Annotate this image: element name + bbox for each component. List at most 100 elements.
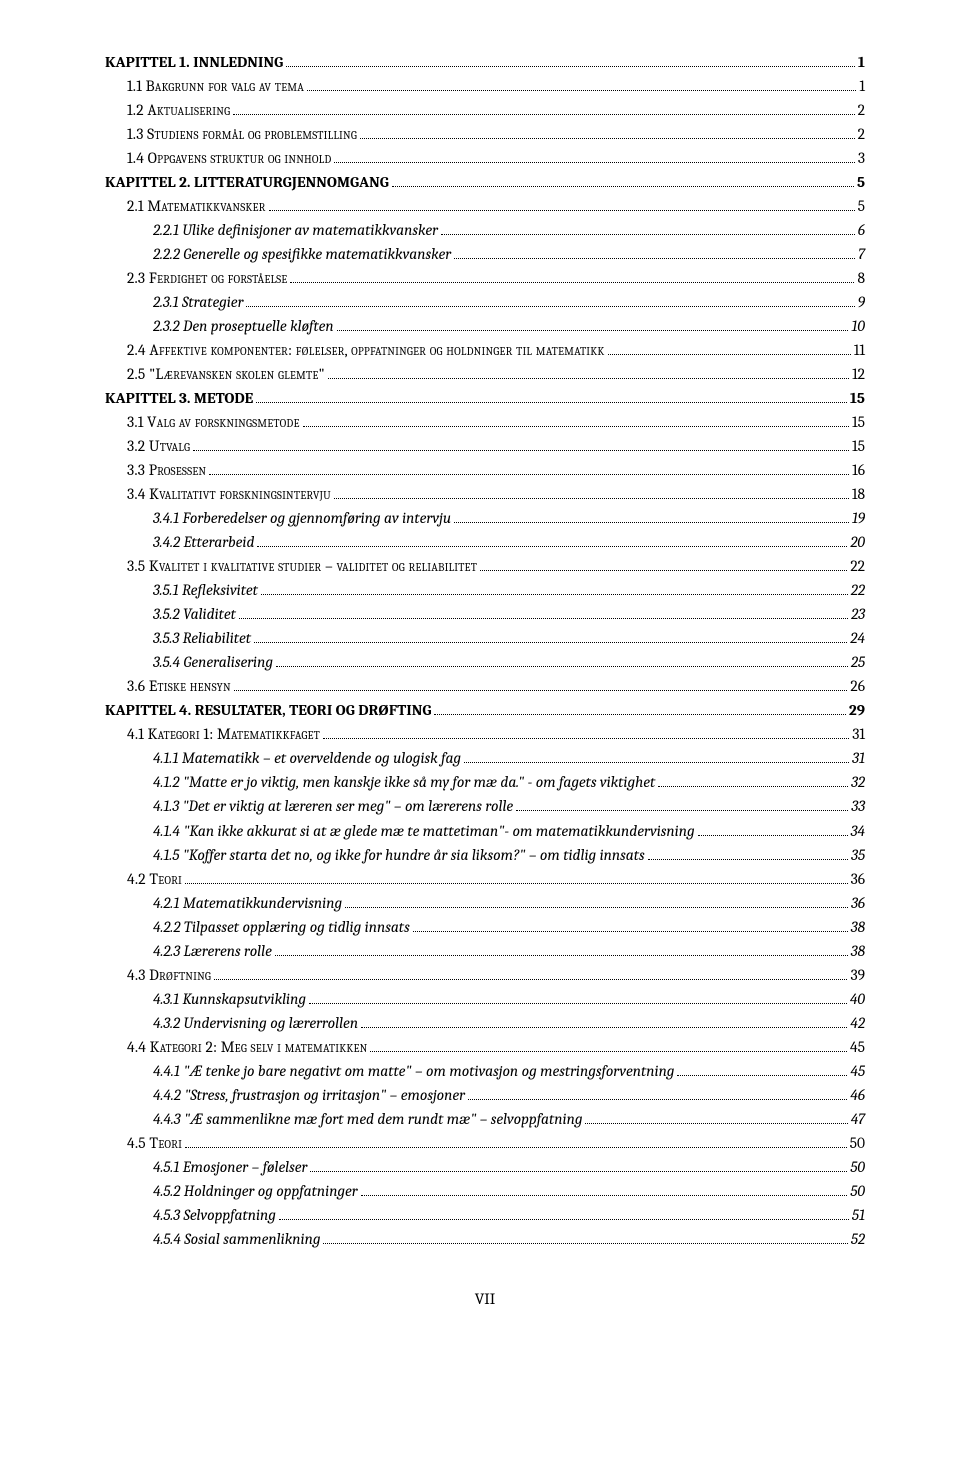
toc-entry-text: 4.5 Teori [127, 1131, 182, 1155]
toc-entry: 4.1.4 "Kan ikke akkurat si at æ glede mæ… [105, 819, 865, 843]
toc-leader-dots [337, 330, 849, 331]
toc-entry: 4.5.1 Emosjoner – følelser50 [105, 1155, 865, 1179]
toc-entry: 4.1.5 "Koffer starta det no, og ikke for… [105, 843, 865, 867]
toc-leader-dots [269, 210, 855, 211]
toc-entry-page: 34 [851, 819, 865, 843]
toc-leader-dots [257, 546, 847, 547]
table-of-contents: KAPITTEL 1. INNLEDNING11.1 Bakgrunn for … [105, 50, 865, 1251]
toc-entry-page: 45 [850, 1059, 865, 1083]
toc-entry: 3.4.2 Etterarbeid20 [105, 530, 865, 554]
toc-entry-text: 4.5.4 Sosial sammenlikning [153, 1227, 320, 1251]
toc-entry-text: 4.4.3 "Æ sammenlikne mæ fort med dem run… [153, 1107, 582, 1131]
toc-entry: 1.3 Studiens formål og problemstilling2 [105, 122, 865, 146]
toc-entry-text: 4.1.2 "Matte er jo viktig, men kanskje i… [153, 770, 655, 794]
toc-entry: 3.2 Utvalg15 [105, 434, 865, 458]
toc-entry: 2.4 Affektive komponenter: følelser, opp… [105, 338, 865, 362]
toc-entry-page: 32 [851, 770, 865, 794]
toc-entry-page: 26 [850, 674, 865, 698]
toc-entry-text: 4.5.3 Selvoppfatning [153, 1203, 276, 1227]
toc-entry: 2.2.1 Ulike definisjoner av matematikkva… [105, 218, 865, 242]
toc-entry-text: 3.5.2 Validitet [153, 602, 236, 626]
toc-entry-text: 1.4 Oppgavens struktur og innhold [127, 146, 331, 170]
toc-entry-text: 4.2.1 Matematikkundervisning [153, 891, 342, 915]
toc-entry: KAPITTEL 2. LITTERATURGJENNOMGANG5 [105, 170, 865, 194]
toc-entry-page: 1 [858, 50, 865, 74]
toc-entry: 4.5.3 Selvoppfatning 51 [105, 1203, 865, 1227]
toc-entry-page: 42 [850, 1011, 865, 1035]
toc-entry-page: 9 [858, 290, 865, 314]
toc-entry-text: 4.2.2 Tilpasset opplæring og tidlig inns… [153, 915, 410, 939]
toc-entry-page: 46 [850, 1083, 865, 1107]
toc-entry-page: 51 [852, 1203, 865, 1227]
page-number-footer: VII [105, 1287, 865, 1312]
toc-entry-page: 22 [851, 578, 865, 602]
toc-entry-text: 3.5.3 Reliabilitet [153, 626, 251, 650]
toc-entry: 4.1 Kategori 1: Matematikkfaget31 [105, 722, 865, 746]
toc-leader-dots [275, 955, 848, 956]
toc-entry-page: 52 [851, 1227, 865, 1251]
toc-entry-page: 19 [852, 506, 865, 530]
toc-entry-page: 1 [859, 74, 865, 98]
toc-entry-text: 2.3 Ferdighet og forståelse [127, 266, 287, 290]
toc-entry-page: 5 [858, 194, 865, 218]
toc-leader-dots [309, 1003, 847, 1004]
toc-entry: 4.4 Kategori 2: Meg selv i matematikken4… [105, 1035, 865, 1059]
toc-entry-page: 38 [851, 939, 865, 963]
toc-entry-text: 3.5 Kvalitet i kvalitative studier – val… [127, 554, 477, 578]
toc-entry: 3.3 Prosessen16 [105, 458, 865, 482]
toc-leader-dots [585, 1123, 847, 1124]
toc-entry: 2.3.1 Strategier 9 [105, 290, 865, 314]
toc-leader-dots [193, 450, 849, 451]
toc-leader-dots [209, 474, 849, 475]
toc-leader-dots [310, 1171, 847, 1172]
toc-leader-dots [345, 907, 848, 908]
toc-entry-page: 24 [850, 626, 865, 650]
toc-entry: 3.4.1 Forberedelser og gjennomføring av … [105, 506, 865, 530]
toc-leader-dots [454, 522, 849, 523]
toc-entry-page: 8 [857, 266, 865, 290]
toc-leader-dots [658, 786, 848, 787]
toc-entry-text: 4.5.2 Holdninger og oppfatninger [153, 1179, 358, 1203]
toc-entry-text: 2.3.2 Den proseptuelle kløften [153, 314, 334, 338]
toc-entry-text: 3.2 Utvalg [127, 434, 190, 458]
toc-entry-page: 50 [850, 1179, 865, 1203]
toc-leader-dots [361, 1195, 848, 1196]
toc-entry-page: 10 [851, 314, 865, 338]
toc-entry-text: 3.4.2 Etterarbeid [153, 530, 254, 554]
toc-leader-dots [239, 618, 848, 619]
toc-leader-dots [677, 1075, 847, 1076]
toc-entry-text: 2.5 "Lærevansken skolen glemte" [127, 362, 325, 386]
toc-entry-page: 31 [852, 746, 865, 770]
toc-entry-page: 25 [851, 650, 865, 674]
toc-leader-dots [286, 66, 855, 67]
toc-entry-text: 3.3 Prosessen [127, 458, 206, 482]
toc-leader-dots [254, 642, 847, 643]
toc-leader-dots [261, 594, 848, 595]
toc-entry-page: 38 [851, 915, 865, 939]
toc-entry-text: 4.3.1 Kunnskapsutvikling [153, 987, 306, 1011]
toc-entry-text: 2.4 Affektive komponenter: følelser, opp… [127, 338, 605, 362]
toc-entry-page: 45 [850, 1035, 865, 1059]
toc-leader-dots [185, 1147, 847, 1148]
toc-entry-page: 47 [851, 1107, 865, 1131]
toc-entry-text: 1.2 Aktualisering [127, 98, 230, 122]
toc-entry-page: 39 [850, 963, 865, 987]
toc-entry-text: 3.5.4 Generalisering [153, 650, 273, 674]
toc-entry: 4.3.2 Undervisning og lærerrollen42 [105, 1011, 865, 1035]
toc-leader-dots [323, 1243, 847, 1244]
toc-entry-page: 15 [850, 386, 865, 410]
toc-entry: 4.1.1 Matematikk – et overveldende og ul… [105, 746, 865, 770]
toc-leader-dots [464, 762, 849, 763]
toc-entry: 1.4 Oppgavens struktur og innhold3 [105, 146, 865, 170]
toc-leader-dots [468, 1099, 847, 1100]
toc-leader-dots [480, 570, 847, 571]
toc-entry-page: 7 [858, 242, 865, 266]
toc-leader-dots [361, 1027, 847, 1028]
toc-entry-page: 31 [852, 722, 865, 746]
toc-entry-page: 40 [850, 987, 865, 1011]
toc-leader-dots [233, 114, 854, 115]
toc-entry-text: 4.4.1 "Æ tenke jo bare negativt om matte… [153, 1059, 674, 1083]
toc-entry-page: 11 [854, 338, 865, 362]
toc-entry-text: 4.4.2 "Stress, frustrasjon og irritasjon… [153, 1083, 465, 1107]
toc-leader-dots [279, 1219, 849, 1220]
